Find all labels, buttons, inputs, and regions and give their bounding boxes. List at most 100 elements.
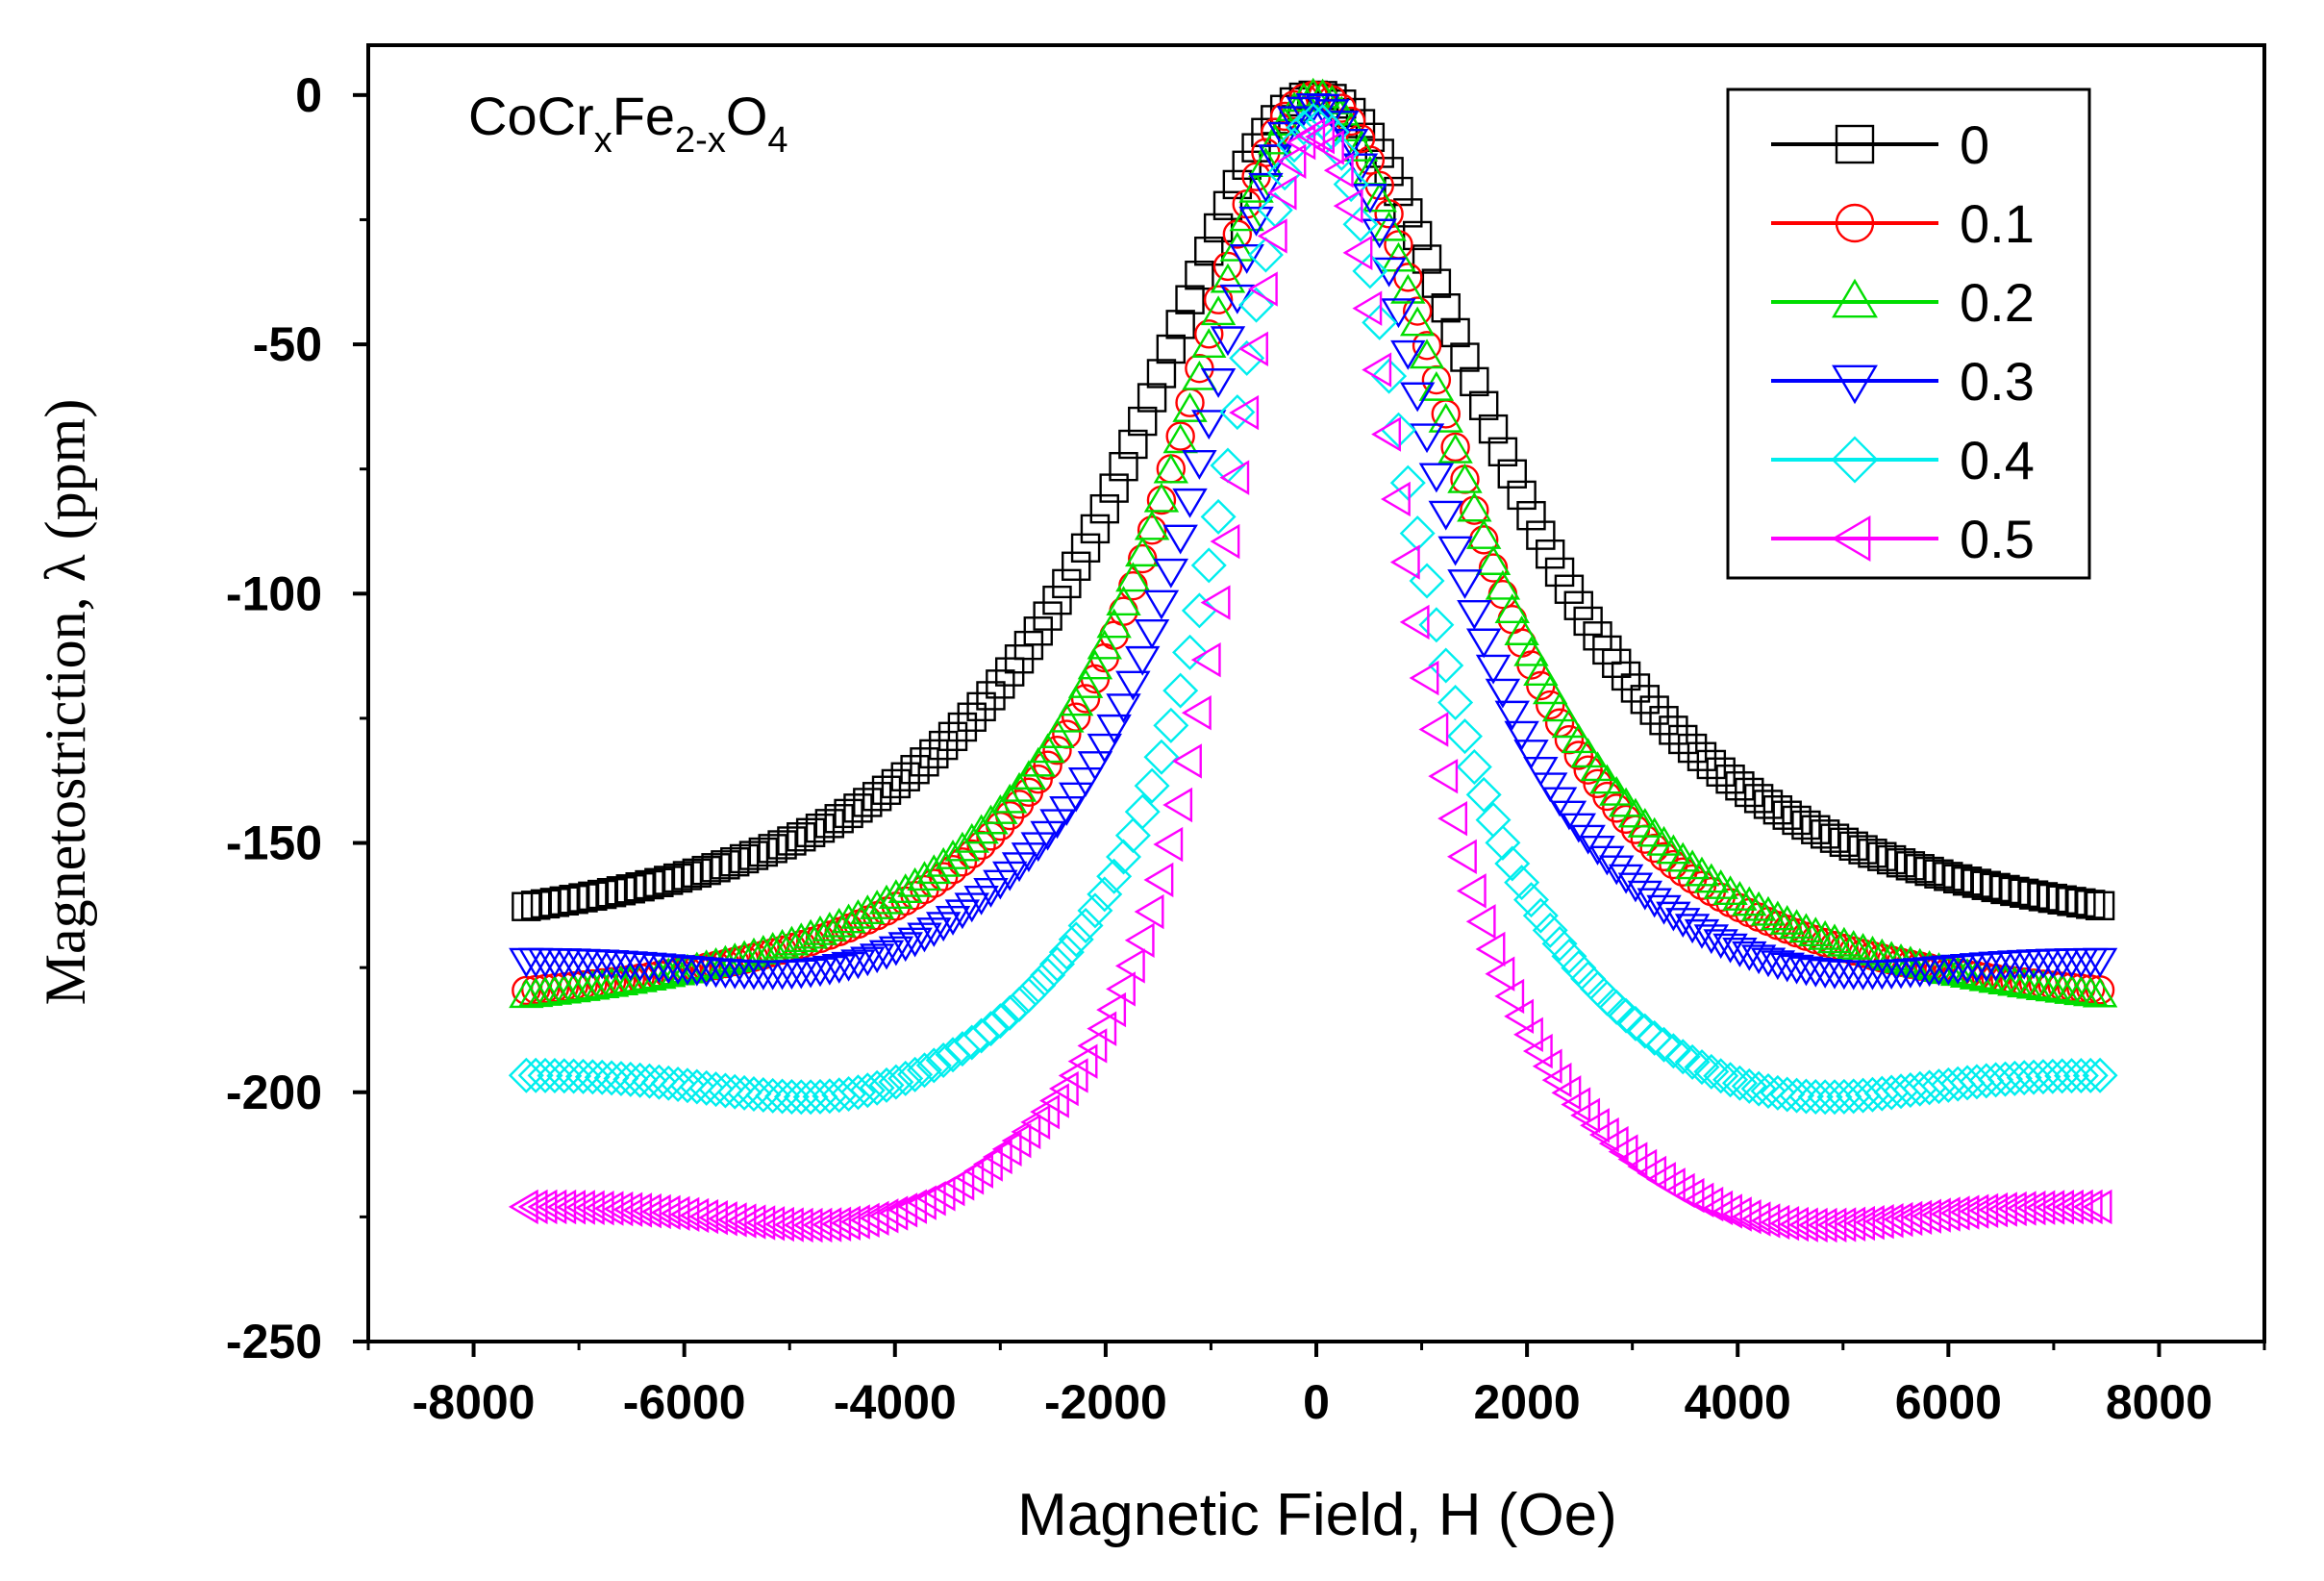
data-point [1421,268,1452,298]
data-point [1362,352,1392,388]
data-point [935,1170,965,1207]
data-point [2047,885,2077,915]
data-point [1323,135,1360,171]
data-point [963,885,999,916]
data-point [1475,654,1512,685]
data-point [1219,231,1256,262]
legend-marker [1831,515,1871,562]
data-point [1544,557,1575,588]
data-point [1655,1033,1691,1069]
data-point [1873,1202,1904,1239]
data-point [1314,99,1350,130]
data-point [1598,1125,1629,1162]
data-point [1437,433,1473,464]
data-point [1978,1192,2009,1228]
data-point [517,1189,548,1225]
data-point [625,871,655,902]
data-point [1109,451,1138,482]
data-point [944,831,981,862]
data-point [1674,1043,1711,1080]
data-point [935,840,971,869]
data-point [1229,201,1264,232]
data-point [1854,1076,1890,1113]
x-tick-label: -8000 [412,1375,536,1429]
data-point [1033,601,1062,631]
data-point [1541,1062,1572,1098]
data-point [2082,1189,2112,1225]
data-point [1456,873,1487,909]
data-point [556,1190,587,1225]
data-point [767,830,797,860]
data-point [1210,263,1246,293]
x-tick-label: 8000 [2106,1375,2212,1429]
data-point [2044,972,2080,1003]
data-point [2015,1059,2052,1095]
data-point [612,964,648,994]
legend-label: 0.1 [1960,193,2035,254]
data-point [821,1077,858,1114]
data-point [1125,645,1161,676]
data-point [596,877,627,908]
data-point [887,932,923,963]
data-point [1077,649,1113,680]
data-point [834,798,863,829]
data-point [1172,488,1208,518]
data-point [1362,182,1397,213]
data-point [1810,819,1840,849]
data-point [1371,257,1407,288]
data-point [1504,615,1539,645]
data-point [1996,1060,2033,1096]
data-point [2066,888,2096,918]
data-point [1153,453,1189,484]
data-point [1668,724,1698,755]
data-layer [508,77,2118,1243]
data-point [1087,733,1122,764]
data-point [1788,913,1824,943]
data-point [1902,1199,1933,1235]
data-point [1143,862,1174,898]
series-0.4 [508,102,2118,1116]
data-point [688,1198,719,1235]
data-point [1475,931,1506,967]
data-point [1137,515,1167,545]
data-point [1684,918,1720,949]
data-point [578,881,608,912]
data-point [1465,519,1502,549]
data-point [1797,1207,1828,1243]
data-point [831,903,866,934]
data-point [1533,674,1568,705]
data-point [1740,891,1777,921]
data-point [1143,482,1180,513]
data-point [1589,845,1625,876]
data-point [1930,1067,1966,1103]
data-point [2044,1190,2075,1225]
data-point [897,1189,927,1224]
data-point [2025,1059,2062,1095]
data-point [1457,600,1492,630]
data-point [2025,970,2062,1000]
data-point [1286,110,1322,146]
data-point [1266,121,1303,152]
data-point [1848,835,1878,865]
data-point [1059,782,1094,813]
data-point [1067,668,1104,698]
data-point [1987,1061,2023,1097]
data-point [1194,319,1224,349]
data-point [1949,1065,1986,1101]
data-point [1118,570,1148,601]
data-point [831,1075,867,1112]
x-tick-label: 2000 [1473,1375,1580,1429]
data-point [1952,866,1983,896]
data-point [1939,1066,1976,1102]
data-point [1087,1011,1117,1046]
data-point [2025,1190,2056,1225]
data-point [1371,416,1401,452]
data-point [1722,881,1758,911]
data-point [1039,718,1075,748]
data-point [1854,1204,1885,1241]
data-point [565,971,601,1001]
data-point [1460,495,1489,525]
data-point [1693,924,1730,955]
data-point [1478,414,1509,444]
data-point [1313,113,1350,150]
